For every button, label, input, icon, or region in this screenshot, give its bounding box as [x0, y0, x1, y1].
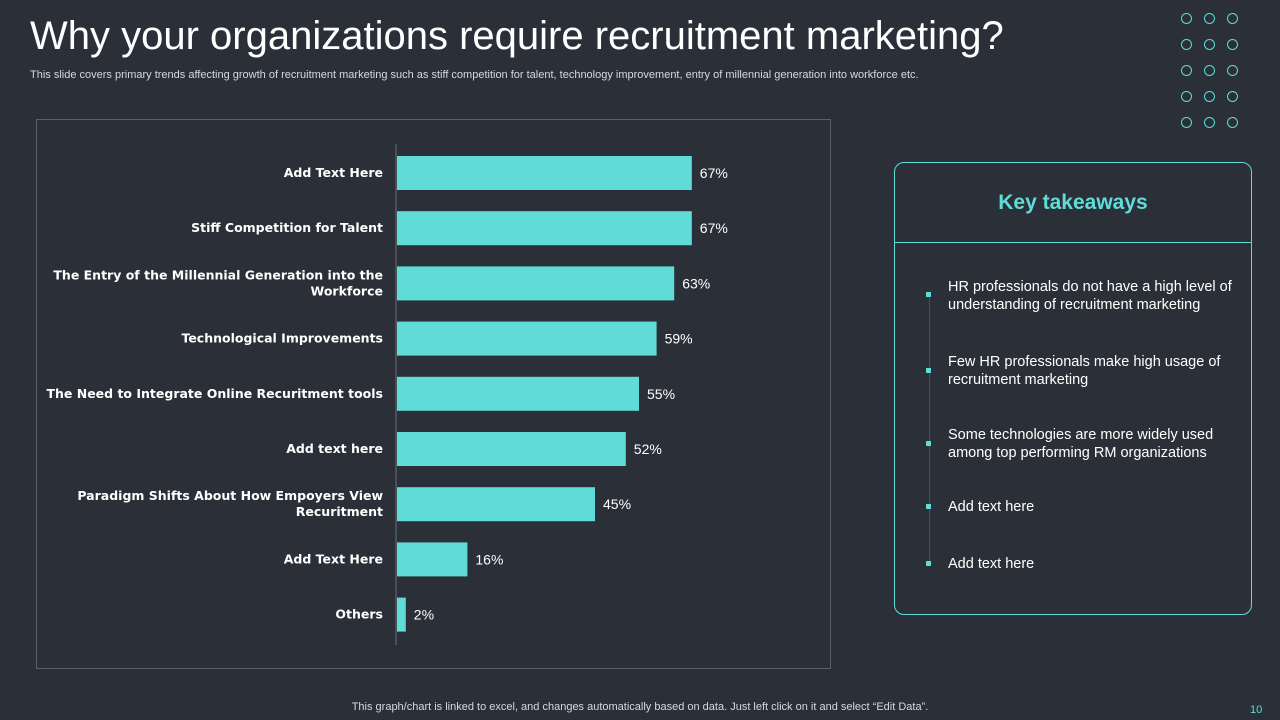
category-label: Paradigm Shifts About How Empoyers View R…	[77, 488, 383, 519]
data-label: 67%	[700, 220, 728, 236]
takeaway-item: Add text here	[948, 556, 1035, 572]
category-label-line: Others	[335, 607, 383, 622]
data-label: 16%	[475, 551, 503, 567]
category-label-line: Paradigm Shifts About How Empoyers View	[77, 488, 383, 503]
category-label: Add text here	[286, 441, 383, 456]
bar[interactable]	[397, 321, 657, 356]
circle-icon	[1204, 39, 1215, 50]
bar[interactable]	[397, 597, 406, 632]
bar[interactable]	[397, 432, 626, 466]
circle-icon	[1181, 91, 1192, 102]
circle-icon	[1227, 91, 1238, 102]
slide-title: Why your organizations require recruitme…	[30, 14, 1004, 58]
category-label-line: The Entry of the Millennial Generation i…	[53, 267, 383, 282]
slide-subtitle: This slide covers primary trends affecti…	[30, 69, 919, 81]
bullet-icon	[926, 368, 931, 373]
footer-note: This graph/chart is linked to excel, and…	[351, 701, 929, 713]
category-label: Add Text Here	[284, 165, 383, 180]
data-label: 45%	[603, 496, 631, 512]
timeline-line	[929, 295, 930, 565]
category-label-line: Add text here	[286, 441, 383, 456]
category-label-line: Recuritment	[296, 504, 383, 519]
category-label: Stiff Competition for Talent	[191, 220, 383, 235]
takeaway-item: Few HR professionals make high usage of …	[948, 354, 1221, 388]
category-label: The Need to Integrate Online Recuritment…	[46, 386, 383, 401]
category-label-line: Add Text Here	[284, 551, 383, 566]
bullet-icon	[926, 504, 931, 509]
circle-icon	[1227, 39, 1238, 50]
data-label: 59%	[665, 331, 693, 347]
bullet-icon	[926, 561, 931, 566]
category-label-line: Add Text Here	[284, 165, 383, 180]
bar-chart-container[interactable]: 67% Add Text Here 67% Stiff Competition for…	[36, 119, 831, 669]
category-label-line: Technological Improvements	[181, 331, 383, 346]
category-label: Others	[335, 607, 383, 622]
bar[interactable]	[397, 376, 639, 411]
circle-icon	[1227, 65, 1238, 76]
data-label: 52%	[634, 441, 662, 457]
circle-icon	[1181, 117, 1192, 128]
bar[interactable]	[397, 266, 675, 301]
circle-icon	[1204, 91, 1215, 102]
category-label: Technological Improvements	[181, 331, 383, 346]
circle-icon	[1181, 13, 1192, 24]
category-label-line: The Need to Integrate Online Recuritment…	[46, 386, 383, 401]
bar[interactable]	[397, 156, 692, 190]
data-label: 67%	[700, 165, 728, 181]
takeaway-item: Add text here	[948, 499, 1035, 515]
circle-icon	[1204, 65, 1215, 76]
page-number: 10	[1250, 704, 1263, 716]
category-label: The Entry of the Millennial Generation i…	[53, 267, 383, 298]
category-label: Add Text Here	[284, 551, 383, 566]
circle-icon	[1204, 117, 1215, 128]
circle-icon	[1204, 13, 1215, 24]
bullet-icon	[926, 292, 931, 297]
bar-chart[interactable]: 67% Add Text Here 67% Stiff Competition for…	[37, 120, 832, 670]
decorative-dot-grid	[1181, 13, 1239, 128]
data-label: 2%	[414, 607, 434, 623]
category-label-line: Workforce	[311, 283, 384, 298]
bar[interactable]	[397, 542, 468, 577]
circle-icon	[1227, 117, 1238, 128]
circle-icon	[1181, 39, 1192, 50]
bar[interactable]	[397, 487, 595, 522]
takeaway-item: Some technologies are more widely used a…	[948, 427, 1214, 461]
key-takeaways-panel: Key takeaways HR professionals do not ha…	[894, 162, 1252, 615]
bullet-icon	[926, 441, 931, 446]
data-label: 55%	[647, 386, 675, 402]
category-label-line: Stiff Competition for Talent	[191, 220, 383, 235]
bar[interactable]	[397, 211, 692, 246]
circle-icon	[1181, 65, 1192, 76]
key-takeaways-title: Key takeaways	[895, 163, 1251, 243]
circle-icon	[1227, 13, 1238, 24]
takeaway-item: HR professionals do not have a high leve…	[948, 279, 1232, 313]
data-label: 63%	[682, 275, 710, 291]
